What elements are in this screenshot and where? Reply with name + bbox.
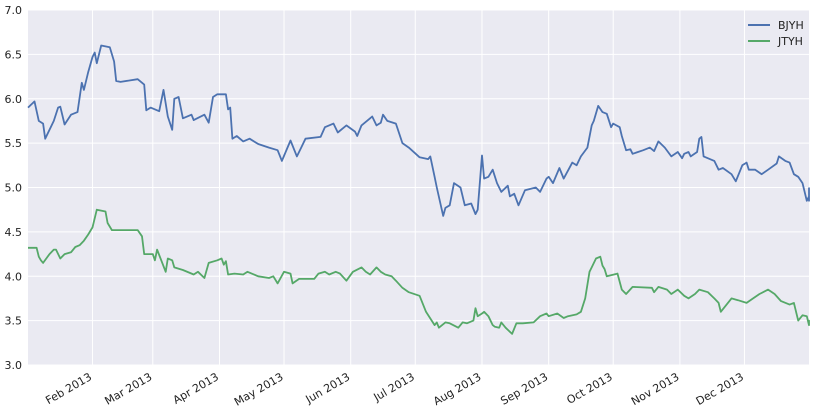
y-tick-label: 5.5 [5, 137, 23, 150]
x-tick-label: May 2013 [232, 370, 285, 408]
y-tick-label: 5.0 [5, 182, 23, 195]
y-axis: 3.0 3.5 4.0 4.5 5.0 5.5 6.0 6.5 7.0 [5, 4, 23, 372]
y-tick-label: 3.5 [5, 315, 23, 328]
y-tick-label: 4.0 [5, 270, 23, 283]
x-tick-label: Feb 2013 [43, 370, 94, 407]
y-tick-label: 7.0 [5, 4, 23, 17]
x-tick-label: Oct 2013 [564, 370, 614, 407]
legend-label-bjyh: BJYH [778, 19, 804, 32]
x-tick-label: Jul 2013 [371, 370, 417, 404]
legend: BJYH JTYH [748, 19, 804, 48]
y-tick-label: 6.5 [5, 48, 23, 61]
series-layer [27, 44, 810, 335]
x-tick-label: Apr 2013 [171, 370, 221, 407]
x-tick-label: Dec 2013 [694, 370, 746, 408]
series-line-jtyh [28, 208, 810, 335]
x-tick-label: Jun 2013 [303, 370, 353, 406]
grid-lines [28, 9, 809, 366]
x-tick-label: Mar 2013 [103, 370, 155, 407]
y-tick-label: 4.5 [5, 226, 23, 239]
y-tick-label: 6.0 [5, 93, 23, 106]
y-tick-label: 3.0 [5, 359, 23, 372]
series-line-bjyh [27, 44, 810, 217]
legend-label-jtyh: JTYH [777, 35, 803, 48]
x-axis: Feb 2013 Mar 2013 Apr 2013 May 2013 Jun 2013… [43, 370, 746, 408]
x-tick-label: Nov 2013 [629, 370, 681, 408]
x-tick-label: Sep 2013 [498, 370, 550, 407]
x-tick-label: Aug 2013 [431, 370, 483, 408]
